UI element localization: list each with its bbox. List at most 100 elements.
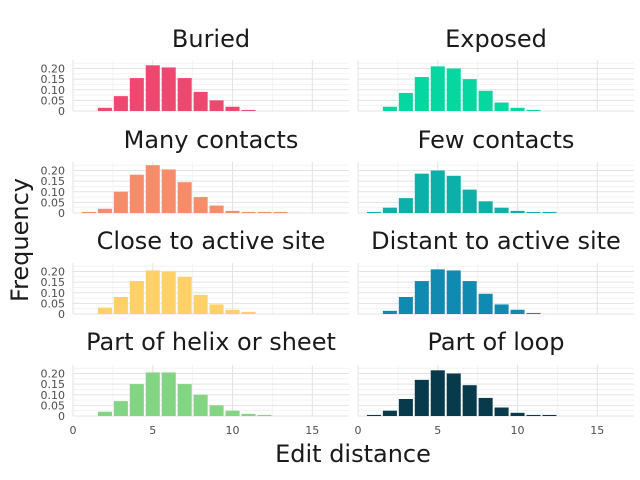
- histogram-bar: [177, 276, 192, 314]
- histogram-bar: [446, 270, 461, 314]
- histogram-bar: [129, 281, 144, 314]
- histogram-bar: [446, 68, 461, 111]
- histogram-bar: [161, 169, 176, 213]
- histogram-bar: [478, 201, 493, 213]
- histogram-bar: [510, 210, 525, 213]
- y-tick-label: 0.10: [41, 186, 66, 199]
- y-tick-label: 0.20: [41, 165, 66, 178]
- histogram-bar: [510, 107, 525, 111]
- histogram-bar: [129, 384, 144, 416]
- histogram-bar: [145, 65, 160, 111]
- histogram-bar: [478, 90, 493, 111]
- histogram-bar: [414, 281, 429, 314]
- x-tick-label: 0: [355, 424, 362, 437]
- x-tick-label: 0: [70, 424, 77, 437]
- histogram-bar: [462, 281, 477, 314]
- histogram-bar: [97, 307, 112, 314]
- histogram-bar: [366, 211, 381, 213]
- histogram-bar: [97, 208, 112, 213]
- histogram-bar: [225, 309, 240, 314]
- y-tick-label: 0.15: [41, 276, 66, 289]
- histogram-bar: [145, 270, 160, 314]
- histogram-bar: [510, 309, 525, 314]
- histogram-bar: [446, 175, 461, 213]
- y-tick-label: 0.10: [41, 287, 66, 300]
- histogram-bar: [273, 211, 288, 213]
- histogram-bar: [129, 78, 144, 111]
- panel-title: Buried: [172, 25, 250, 53]
- histogram-bar: [177, 182, 192, 213]
- histogram-bar: [382, 310, 397, 314]
- histogram-bar: [193, 394, 208, 416]
- histogram-bar: [382, 207, 397, 213]
- histogram-bar: [97, 107, 112, 111]
- histogram-bar: [97, 411, 112, 416]
- histogram-bar: [398, 92, 413, 111]
- histogram-bar: [414, 77, 429, 111]
- histogram-bar: [510, 412, 525, 416]
- y-tick-label: 0: [58, 410, 65, 423]
- y-tick-label: 0.20: [41, 368, 66, 381]
- facet-panel-6: Distant to active site: [357, 227, 634, 315]
- histogram-bar: [430, 269, 445, 314]
- histogram-bar: [225, 210, 240, 213]
- histogram-bar: [241, 211, 256, 213]
- histogram-bar: [366, 414, 381, 416]
- histogram-bar: [382, 410, 397, 416]
- histogram-bar: [494, 102, 509, 111]
- histogram-bar: [414, 173, 429, 213]
- histogram-bar: [398, 399, 413, 416]
- y-tick-label: 0.15: [41, 175, 66, 188]
- histogram-bar: [462, 385, 477, 416]
- y-tick-label: 0: [58, 207, 65, 220]
- histogram-bar: [113, 96, 128, 111]
- histogram-bar: [257, 211, 272, 213]
- histogram-bar: [430, 66, 445, 111]
- y-tick-label: 0.15: [41, 378, 66, 391]
- x-axis-label: Edit distance: [275, 440, 431, 468]
- histogram-bar: [526, 312, 541, 314]
- histogram-bar: [241, 413, 256, 416]
- y-axis-label: Frequency: [6, 178, 34, 302]
- histogram-bar: [257, 414, 272, 416]
- histogram-bar: [145, 165, 160, 213]
- y-tick-label: 0.05: [41, 94, 66, 107]
- y-tick-label: 0.10: [41, 84, 66, 97]
- panel-title: Distant to active site: [371, 227, 621, 255]
- histogram-bar: [113, 191, 128, 213]
- facet-panel-3: Many contacts 00.050.100.150.20: [41, 126, 349, 220]
- histogram-bar: [494, 407, 509, 416]
- histogram-bar: [241, 109, 256, 111]
- facet-panel-4: Few contacts: [357, 126, 634, 214]
- histogram-bar: [209, 205, 224, 213]
- histogram-bar: [129, 174, 144, 213]
- panel-title: Close to active site: [97, 227, 326, 255]
- x-tick-label: 10: [511, 424, 525, 437]
- histogram-bar: [446, 373, 461, 416]
- y-tick-label: 0.05: [41, 399, 66, 412]
- histogram-bar: [193, 197, 208, 213]
- histogram-bar: [193, 294, 208, 314]
- y-tick-label: 0.05: [41, 196, 66, 209]
- histogram-bar: [209, 405, 224, 416]
- panel-title: Part of helix or sheet: [86, 328, 336, 356]
- y-tick-label: 0: [58, 105, 65, 118]
- histogram-bar: [478, 397, 493, 416]
- facet-panel-8: Part of loop 0 5 10 15: [355, 328, 634, 437]
- y-tick-label: 0.20: [41, 63, 66, 76]
- histogram-bar: [241, 311, 256, 314]
- y-tick-label: 0.05: [41, 297, 66, 310]
- histogram-bar: [161, 67, 176, 111]
- panel-title: Part of loop: [427, 328, 564, 356]
- histogram-bar: [526, 211, 541, 213]
- histogram-bar: [462, 189, 477, 213]
- histogram-bar: [398, 297, 413, 314]
- histogram-bar: [161, 271, 176, 314]
- histogram-bar: [177, 384, 192, 416]
- facet-panel-7: Part of helix or sheet00.050.100.150.200…: [41, 328, 349, 437]
- histogram-bar: [542, 414, 557, 416]
- histogram-bar: [430, 170, 445, 213]
- histogram-bar: [526, 414, 541, 416]
- y-tick-label: 0: [58, 308, 65, 321]
- histogram-bar: [398, 198, 413, 213]
